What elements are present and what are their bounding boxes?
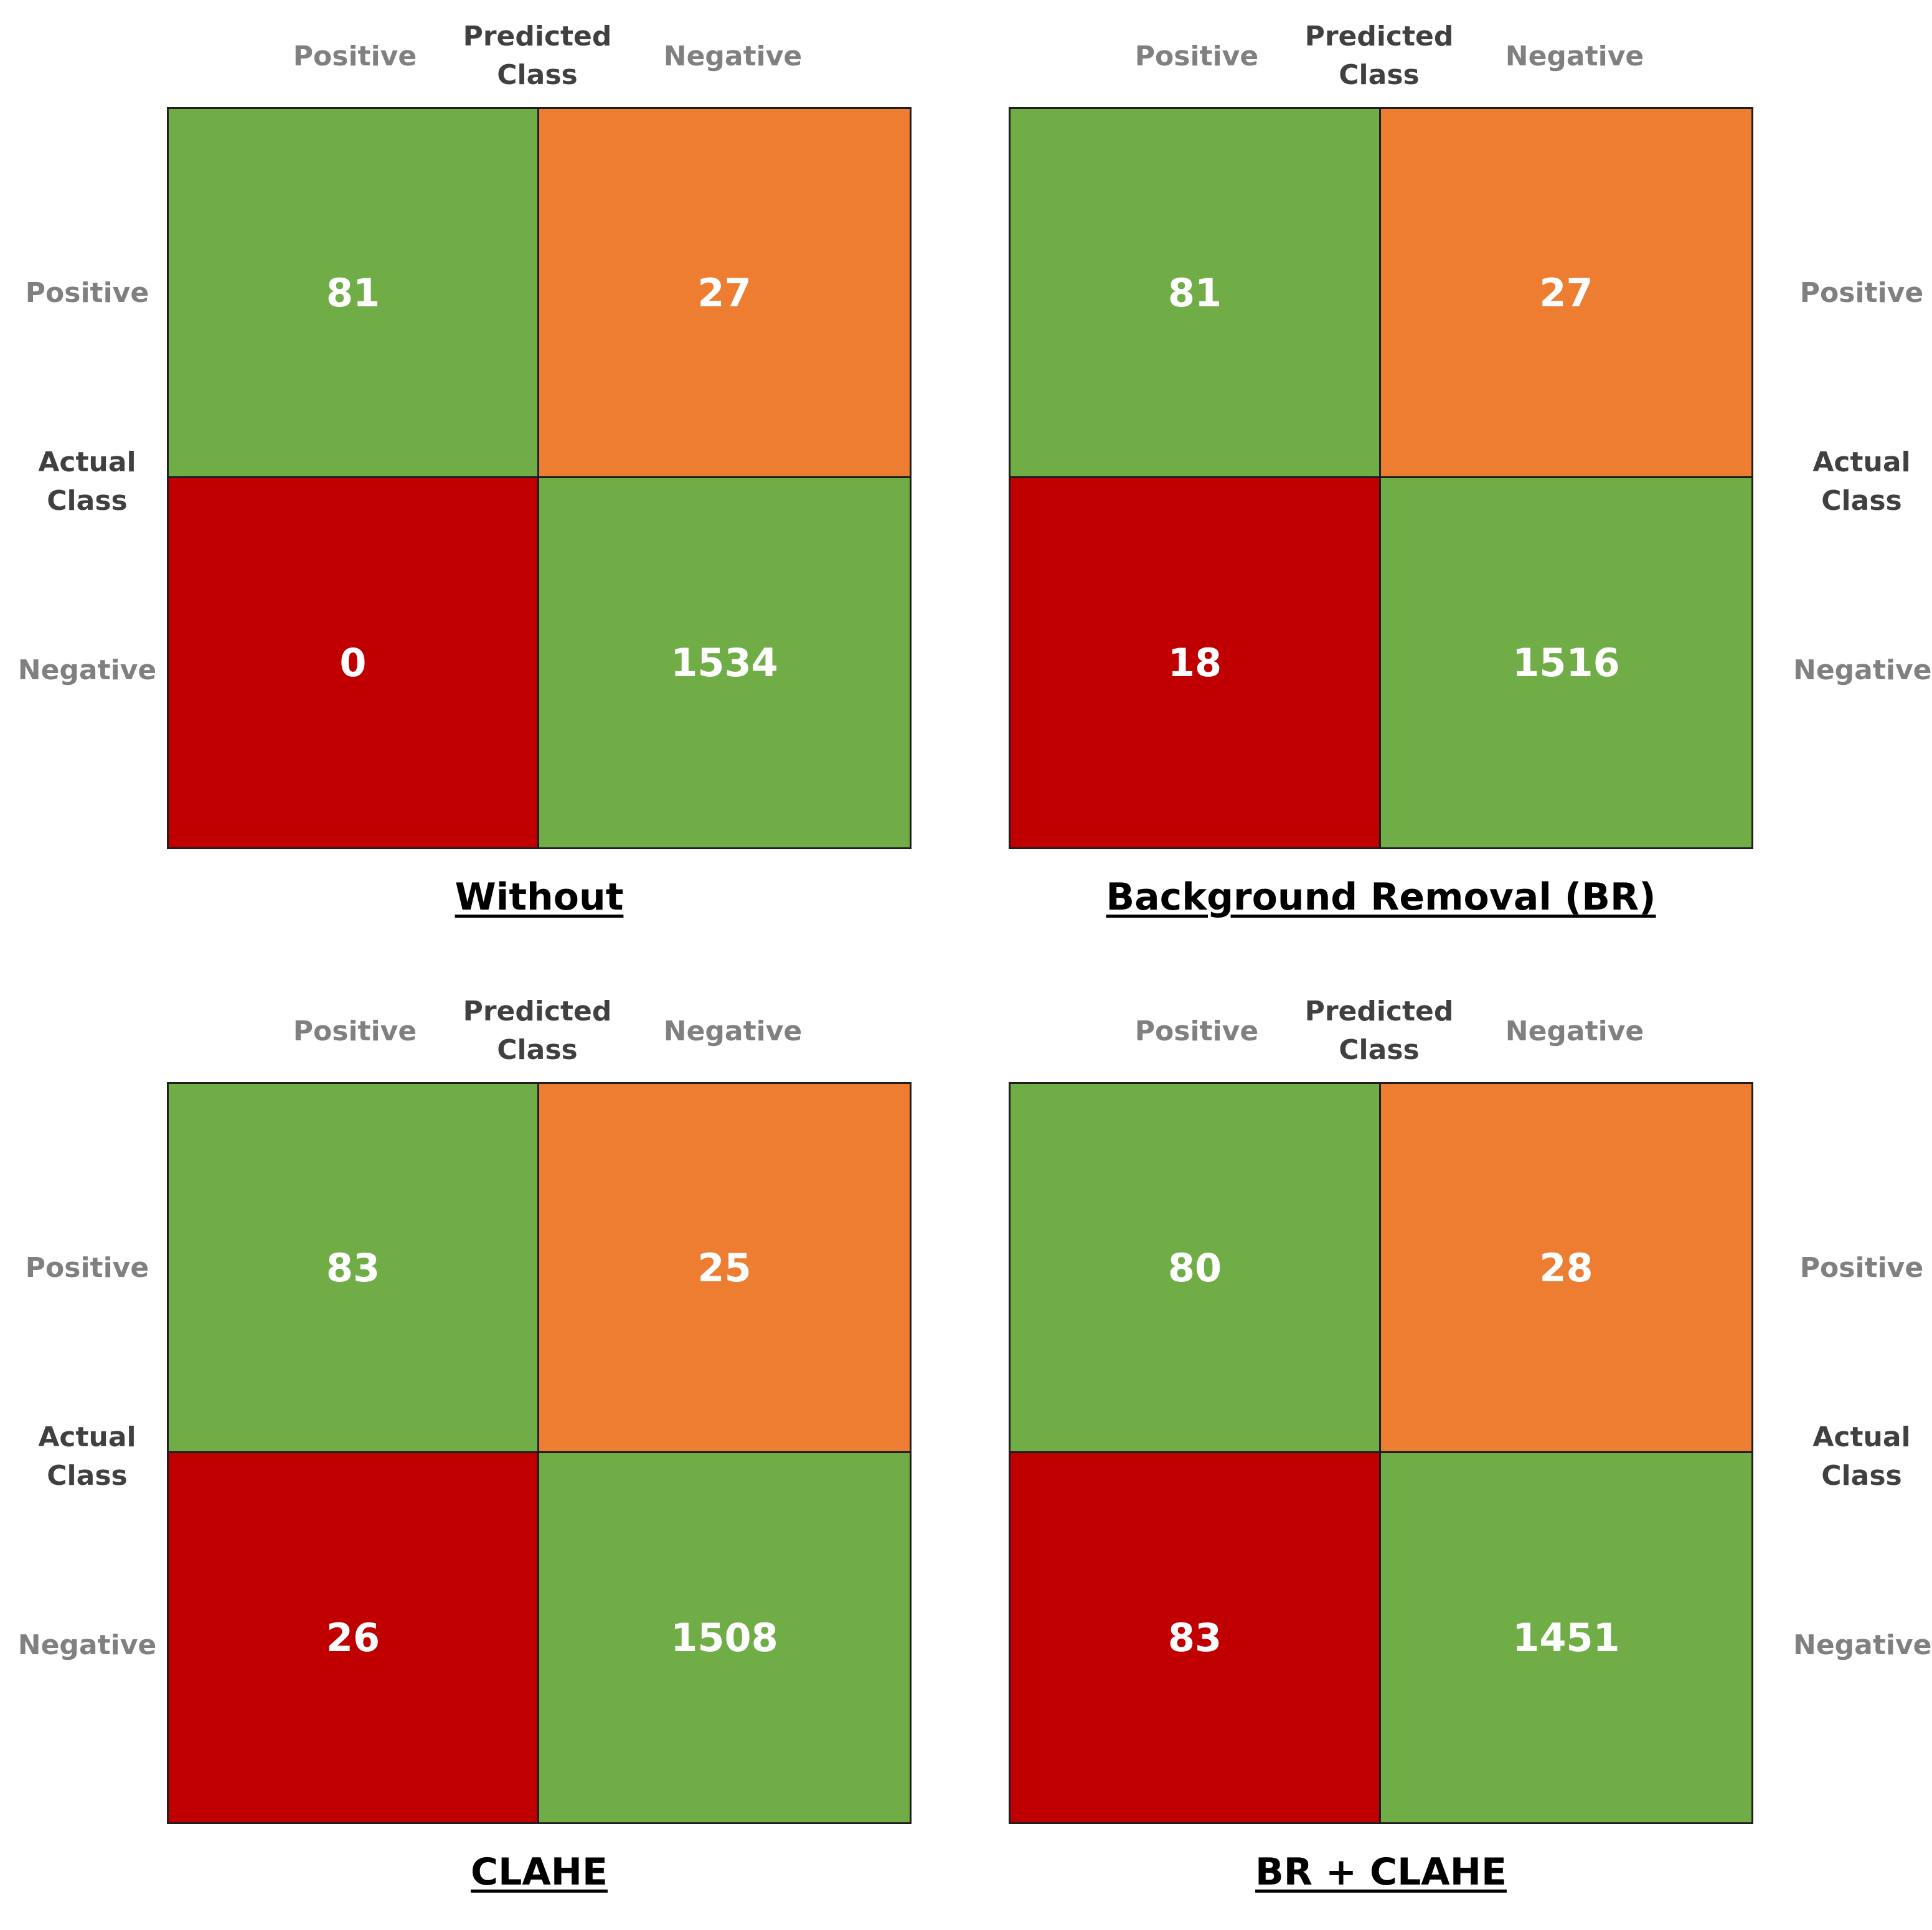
- predicted-class-title: Predicted Class: [459, 992, 615, 1070]
- predicted-negative-label: Negative: [1505, 1015, 1644, 1047]
- predicted-title-line1: Predicted: [463, 996, 612, 1027]
- actual-negative-label: Negative: [17, 1629, 157, 1661]
- predicted-positive-label: Positive: [293, 40, 417, 72]
- false-negative-cell: 28: [1381, 1084, 1751, 1453]
- predicted-title-line2: Class: [1339, 59, 1420, 91]
- matrix-caption: Without: [455, 875, 624, 919]
- false-negative-cell: 27: [1381, 109, 1751, 478]
- actual-negative-label: Negative: [1793, 654, 1932, 686]
- predicted-negative-label: Negative: [1505, 40, 1644, 72]
- true-negative-cell: 1508: [539, 1453, 910, 1822]
- true-negative-cell: 1534: [539, 478, 910, 847]
- false-positive-cell: 26: [169, 1453, 539, 1822]
- predicted-title-line2: Class: [1339, 1034, 1420, 1066]
- actual-title-line1: Actual: [38, 1421, 136, 1453]
- actual-negative-label: Negative: [1793, 1629, 1932, 1661]
- confusion-matrix-clahe: Positive Predicted Class Negative 83 25 26…: [0, 975, 971, 1930]
- predicted-positive-label: Positive: [1134, 1015, 1259, 1047]
- predicted-title-line2: Class: [497, 1034, 578, 1066]
- confusion-matrix-background-removal: Positive Predicted Class Negative 81 27 18…: [842, 0, 1932, 955]
- confusion-matrix-without: Positive Predicted Class Negative 81 27 0 1…: [0, 0, 971, 955]
- true-positive-cell: 81: [169, 109, 539, 478]
- true-positive-cell: 81: [1011, 109, 1381, 478]
- actual-title-line1: Actual: [38, 446, 136, 478]
- actual-positive-label: Positive: [1799, 277, 1924, 309]
- predicted-class-title: Predicted Class: [459, 17, 615, 95]
- predicted-negative-label: Negative: [663, 40, 803, 72]
- actual-title-line1: Actual: [1812, 1421, 1911, 1453]
- actual-class-title: Actual Class: [1793, 443, 1930, 520]
- actual-positive-label: Positive: [25, 1252, 149, 1284]
- false-negative-cell: 25: [539, 1084, 910, 1453]
- predicted-negative-label: Negative: [663, 1015, 803, 1047]
- true-positive-cell: 83: [169, 1084, 539, 1453]
- false-positive-cell: 0: [169, 478, 539, 847]
- actual-title-line2: Class: [47, 485, 128, 517]
- predicted-title-line1: Predicted: [1304, 21, 1454, 52]
- actual-positive-label: Positive: [1799, 1252, 1924, 1284]
- predicted-title-line1: Predicted: [1304, 996, 1454, 1027]
- matrix-caption: BR + CLAHE: [1255, 1850, 1507, 1894]
- predicted-class-title: Predicted Class: [1301, 17, 1457, 95]
- confusion-matrix-grid: 81 27 18 1516: [1009, 107, 1753, 849]
- actual-title-line1: Actual: [1812, 446, 1911, 478]
- confusion-matrix-br-clahe: Positive Predicted Class Negative 80 28 83…: [842, 975, 1932, 1930]
- confusion-matrix-grid: 81 27 0 1534: [167, 107, 912, 849]
- actual-class-title: Actual Class: [12, 443, 162, 520]
- false-negative-cell: 27: [539, 109, 910, 478]
- actual-class-title: Actual Class: [1793, 1418, 1930, 1495]
- actual-title-line2: Class: [1821, 1460, 1902, 1492]
- true-positive-cell: 80: [1011, 1084, 1381, 1453]
- matrix-caption: CLAHE: [471, 1850, 608, 1894]
- predicted-title-line1: Predicted: [463, 21, 612, 52]
- actual-negative-label: Negative: [17, 654, 157, 686]
- predicted-positive-label: Positive: [1134, 40, 1259, 72]
- actual-title-line2: Class: [47, 1460, 128, 1492]
- true-negative-cell: 1451: [1381, 1453, 1751, 1822]
- actual-class-title: Actual Class: [12, 1418, 162, 1495]
- predicted-positive-label: Positive: [293, 1015, 417, 1047]
- confusion-matrix-grid: 83 25 26 1508: [167, 1082, 912, 1824]
- actual-title-line2: Class: [1821, 485, 1902, 517]
- false-positive-cell: 83: [1011, 1453, 1381, 1822]
- predicted-class-title: Predicted Class: [1301, 992, 1457, 1070]
- false-positive-cell: 18: [1011, 478, 1381, 847]
- predicted-title-line2: Class: [497, 59, 578, 91]
- true-negative-cell: 1516: [1381, 478, 1751, 847]
- matrix-caption: Background Removal (BR): [1106, 875, 1656, 919]
- confusion-matrix-grid: 80 28 83 1451: [1009, 1082, 1753, 1824]
- actual-positive-label: Positive: [25, 277, 149, 309]
